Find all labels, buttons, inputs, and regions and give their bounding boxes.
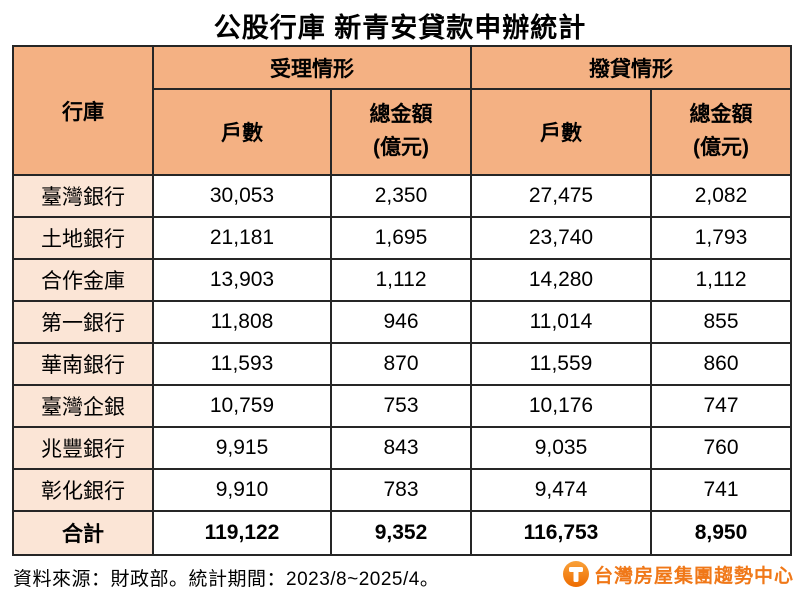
table-row: 土地銀行 21,181 1,695 23,740 1,793 bbox=[12, 216, 792, 260]
bank-column-header: 行庫 bbox=[12, 45, 154, 176]
value-cell: 855 bbox=[650, 300, 792, 344]
total-value-cell: 116,753 bbox=[470, 510, 652, 556]
value-cell: 1,793 bbox=[650, 216, 792, 260]
value-cell: 9,915 bbox=[152, 426, 332, 470]
value-cell: 9,910 bbox=[152, 468, 332, 512]
value-cell: 2,350 bbox=[330, 174, 472, 218]
brand-name: 台灣房屋集團趨勢中心 bbox=[593, 565, 794, 587]
bank-name-cell: 臺灣企銀 bbox=[12, 384, 154, 428]
bank-name-cell: 第一銀行 bbox=[12, 300, 154, 344]
disbursed-households-header: 戶數 bbox=[470, 88, 652, 176]
accepted-households-header: 戶數 bbox=[152, 88, 332, 176]
value-cell: 2,082 bbox=[650, 174, 792, 218]
bank-name-cell: 土地銀行 bbox=[12, 216, 154, 260]
total-value-cell: 8,950 bbox=[650, 510, 792, 556]
amount-label: 總金額 bbox=[689, 103, 753, 127]
value-cell: 30,053 bbox=[152, 174, 332, 218]
group-header-disbursed: 撥貸情形 bbox=[470, 45, 792, 90]
bank-name-cell: 兆豐銀行 bbox=[12, 426, 154, 470]
value-cell: 860 bbox=[650, 342, 792, 386]
table-row: 第一銀行 11,808 946 11,014 855 bbox=[12, 300, 792, 344]
value-cell: 783 bbox=[330, 468, 472, 512]
group-header-accepted: 受理情形 bbox=[152, 45, 472, 90]
page-title: 公股行庫 新青安貸款申辦統計 bbox=[213, 13, 587, 43]
t-circle-icon bbox=[562, 561, 589, 587]
value-cell: 23,740 bbox=[470, 216, 652, 260]
total-row: 合計 119,122 9,352 116,753 8,950 bbox=[12, 510, 792, 556]
value-cell: 1,112 bbox=[330, 258, 472, 302]
loan-stats-table: 行庫 受理情形 撥貸情形 戶數 總金額 (億元) 戶數 總金額 (億元) 臺灣銀… bbox=[12, 45, 792, 556]
value-cell: 1,695 bbox=[330, 216, 472, 260]
value-cell: 14,280 bbox=[470, 258, 652, 302]
value-cell: 870 bbox=[330, 342, 472, 386]
bank-name-cell: 合作金庫 bbox=[12, 258, 154, 302]
total-label-cell: 合計 bbox=[12, 510, 154, 556]
group-header-row: 行庫 受理情形 撥貸情形 bbox=[12, 45, 792, 176]
value-cell: 13,903 bbox=[152, 258, 332, 302]
amount-label: 總金額 bbox=[369, 103, 433, 127]
value-cell: 11,593 bbox=[152, 342, 332, 386]
value-cell: 11,014 bbox=[470, 300, 652, 344]
total-value-cell: 119,122 bbox=[152, 510, 332, 556]
value-cell: 747 bbox=[650, 384, 792, 428]
bank-name-cell: 臺灣銀行 bbox=[12, 174, 154, 218]
value-cell: 10,759 bbox=[152, 384, 332, 428]
total-value-cell: 9,352 bbox=[330, 510, 472, 556]
value-cell: 741 bbox=[650, 468, 792, 512]
value-cell: 10,176 bbox=[470, 384, 652, 428]
disbursed-amount-header: 總金額 (億元) bbox=[650, 88, 792, 176]
value-cell: 11,808 bbox=[152, 300, 332, 344]
value-cell: 21,181 bbox=[152, 216, 332, 260]
table-row: 臺灣銀行 30,053 2,350 27,475 2,082 bbox=[12, 174, 792, 218]
bank-name-cell: 彰化銀行 bbox=[12, 468, 154, 512]
value-cell: 11,559 bbox=[470, 342, 652, 386]
value-cell: 760 bbox=[650, 426, 792, 470]
table-row: 臺灣企銀 10,759 753 10,176 747 bbox=[12, 384, 792, 428]
table-row: 彰化銀行 9,910 783 9,474 741 bbox=[12, 468, 792, 512]
table-row: 合作金庫 13,903 1,112 14,280 1,112 bbox=[12, 258, 792, 302]
table-row: 華南銀行 11,593 870 11,559 860 bbox=[12, 342, 792, 386]
accepted-amount-header: 總金額 (億元) bbox=[330, 88, 472, 176]
value-cell: 946 bbox=[330, 300, 472, 344]
bank-name-cell: 華南銀行 bbox=[12, 342, 154, 386]
value-cell: 9,035 bbox=[470, 426, 652, 470]
source-note: 資料來源：財政部。統計期間：2023/8~2025/4。 bbox=[13, 569, 440, 590]
value-cell: 1,112 bbox=[650, 258, 792, 302]
amount-unit: (億元) bbox=[693, 136, 749, 159]
brand-logo: 台灣房屋集團趨勢中心 bbox=[562, 560, 794, 588]
value-cell: 843 bbox=[330, 426, 472, 470]
amount-unit: (億元) bbox=[373, 136, 429, 159]
table-row: 兆豐銀行 9,915 843 9,035 760 bbox=[12, 426, 792, 470]
value-cell: 753 bbox=[330, 384, 472, 428]
sub-header-row: 戶數 總金額 (億元) 戶數 總金額 (億元) bbox=[13, 88, 792, 176]
value-cell: 27,475 bbox=[470, 174, 652, 218]
value-cell: 9,474 bbox=[470, 468, 652, 512]
